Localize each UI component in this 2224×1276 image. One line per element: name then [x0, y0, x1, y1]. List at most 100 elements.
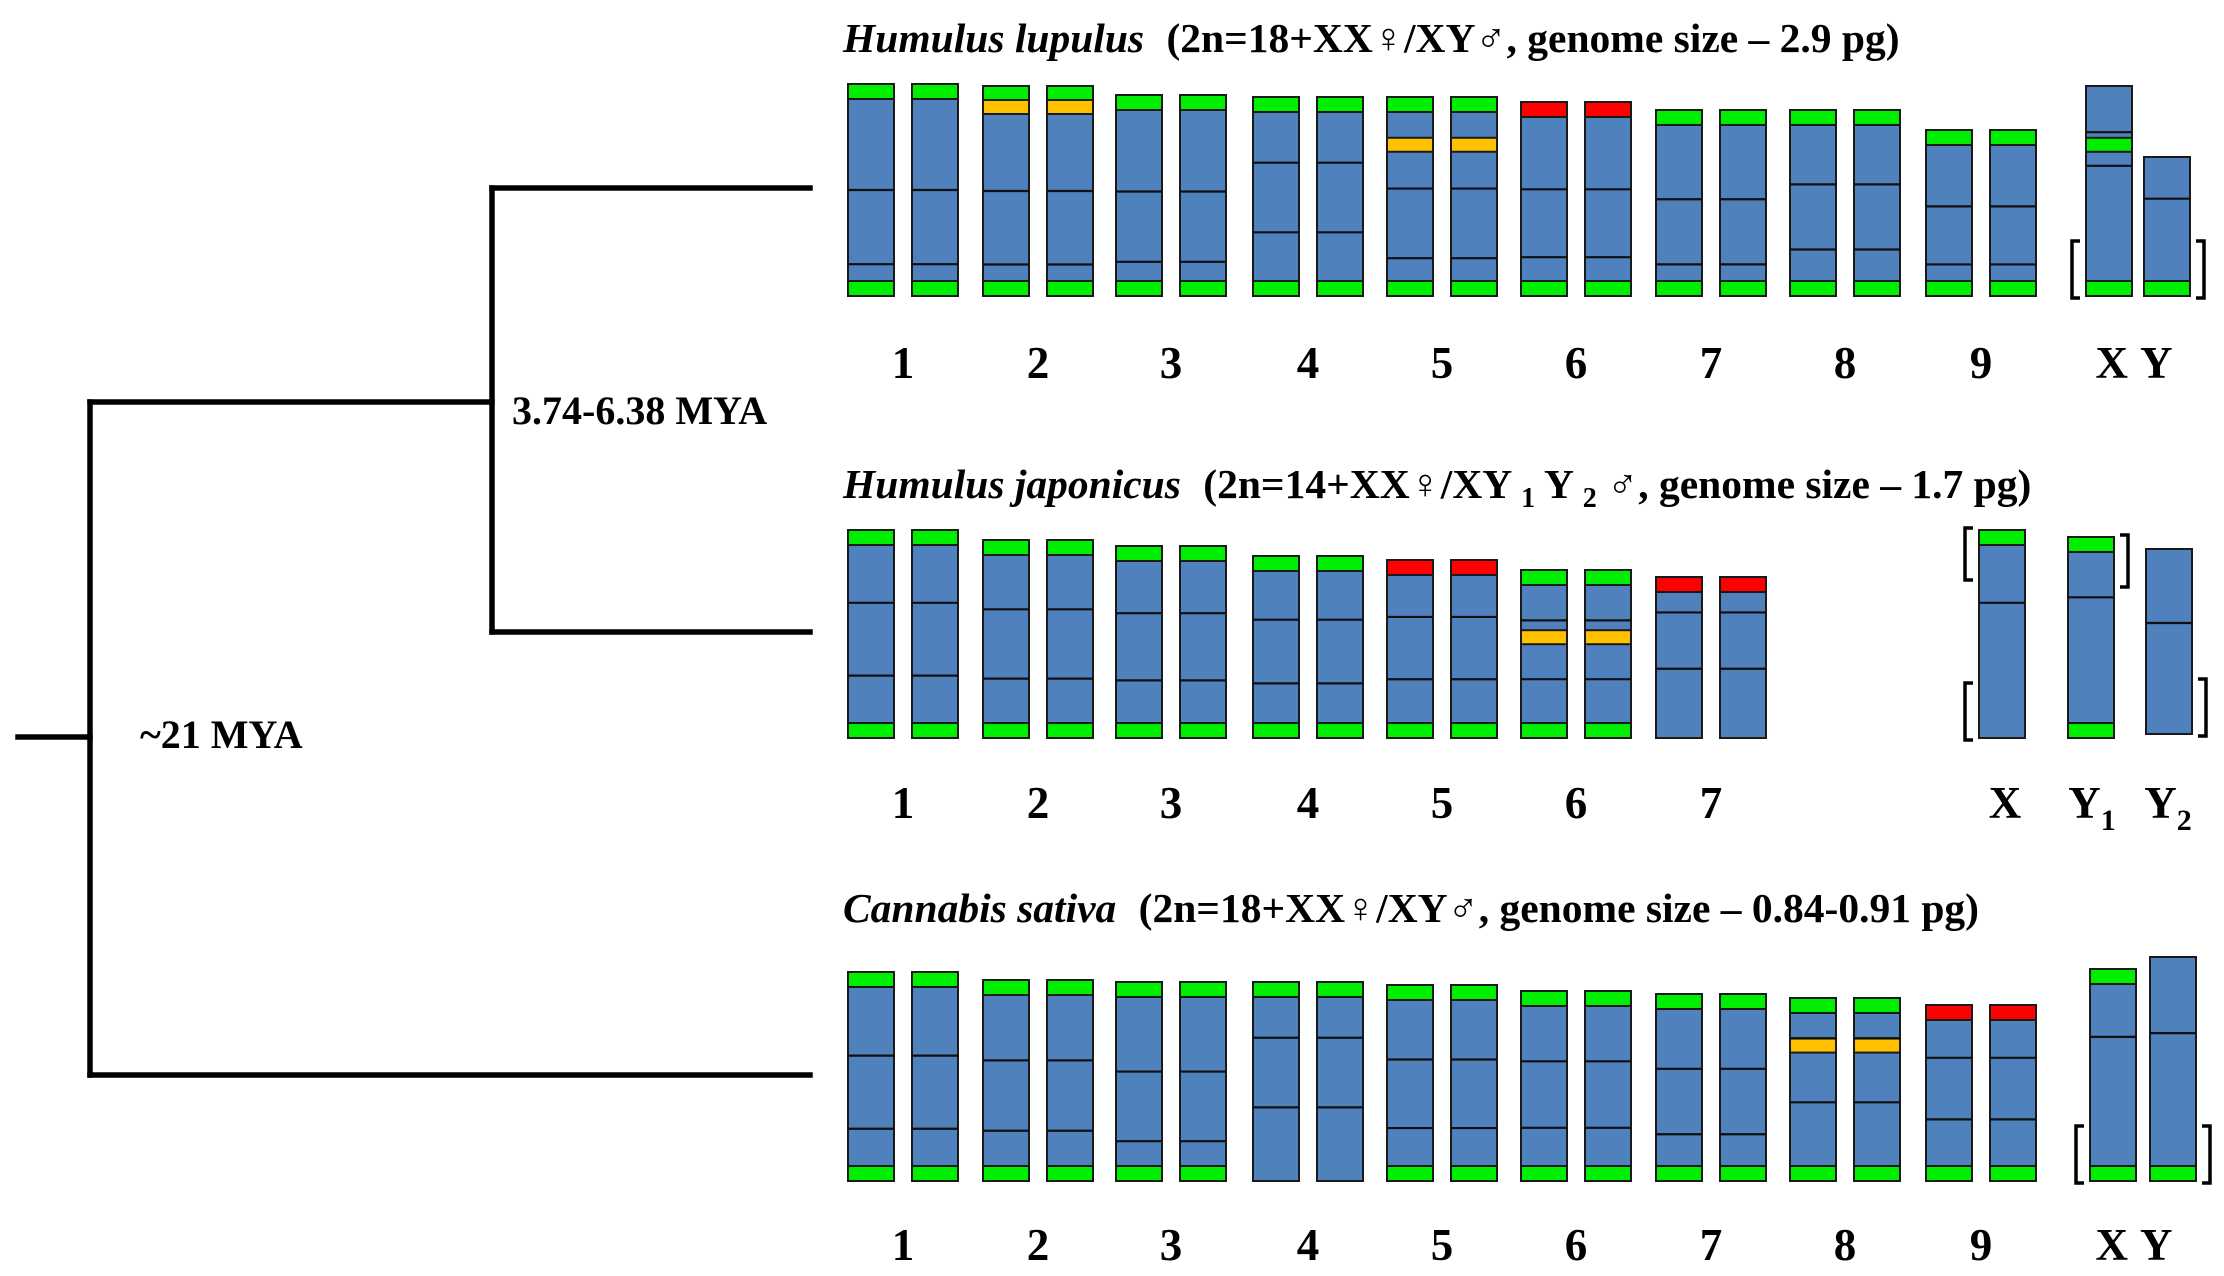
chromosome-label-x: X — [2096, 338, 2129, 388]
green-terminal-signal — [1584, 569, 1632, 586]
green-terminal-signal — [1719, 993, 1767, 1010]
chromosome-number: 5 — [1431, 1220, 1454, 1270]
chromosome — [1584, 990, 1632, 1182]
green-terminal-signal — [847, 1165, 895, 1182]
chromosome-number: 6 — [1565, 1220, 1588, 1270]
chromosome-label: 6 — [1565, 778, 1588, 828]
chromosome-label: 6 — [1565, 338, 1588, 388]
chromosome — [1252, 96, 1300, 297]
humulus-divergence-age: 3.74-6.38 MYA — [512, 388, 767, 433]
green-terminal-signal — [1115, 545, 1163, 562]
panel-title-cannabis-sativa: Cannabis sativa (2n=18+XX♀/XY♂, genome s… — [843, 885, 1979, 932]
green-terminal-signal — [1584, 990, 1632, 1007]
species-name: Humulus lupulus — [842, 15, 1144, 61]
red-terminal-signal — [1386, 559, 1434, 576]
chromosome-number: 2 — [1027, 1220, 1050, 1270]
green-terminal-signal — [1046, 280, 1094, 297]
green-terminal-signal — [911, 971, 959, 988]
chromosome-number: 5 — [1431, 778, 1454, 828]
chromosome — [911, 971, 959, 1182]
chromosome-number: 8 — [1834, 1220, 1857, 1270]
chromosome — [982, 979, 1030, 1182]
green-terminal-signal — [1584, 722, 1632, 739]
chromosome-label: 1 — [892, 1220, 915, 1270]
chromosome — [1252, 981, 1300, 1182]
green-terminal-signal — [911, 280, 959, 297]
chromosome — [1450, 984, 1498, 1182]
green-terminal-signal — [1925, 1165, 1973, 1182]
chromosome — [847, 971, 895, 1182]
chromosome-number: 3 — [1160, 778, 1183, 828]
green-terminal-signal — [1989, 1165, 2037, 1182]
chromosome — [1925, 1004, 1973, 1182]
green-terminal-signal — [982, 979, 1030, 996]
chromosome-label: 6 — [1565, 1220, 1588, 1270]
chromosome-number: Y — [2068, 778, 2101, 828]
green-terminal-signal — [2143, 280, 2191, 297]
chromosome-label: 5 — [1431, 1220, 1454, 1270]
chromosome-number: 7 — [1700, 1220, 1723, 1270]
chromosome — [1989, 1004, 2037, 1182]
chromosome-number: 7 — [1700, 338, 1723, 388]
green-terminal-signal — [982, 722, 1030, 739]
green-terminal-signal — [1316, 555, 1364, 572]
chromosome-number: 1 — [892, 338, 915, 388]
green-terminal-signal — [1386, 722, 1434, 739]
green-terminal-signal — [1252, 981, 1300, 998]
green-terminal-signal — [2085, 280, 2133, 297]
green-terminal-signal — [2089, 968, 2137, 985]
chromosome-label: 9 — [1970, 338, 1993, 388]
green-terminal-signal — [1655, 1165, 1703, 1182]
chromosome-number: 8 — [1834, 338, 1857, 388]
chromosome — [1520, 569, 1568, 739]
chromosome-number: X — [1989, 778, 2022, 828]
red-terminal-signal — [1989, 1004, 2037, 1021]
green-terminal-signal — [911, 722, 959, 739]
chromosome — [1115, 94, 1163, 297]
karyotype-formula: (2n=18+XX♀/XY♂, genome size – 0.84-0.91 … — [1139, 885, 1979, 932]
green-terminal-signal — [1316, 96, 1364, 113]
chromosome-label: 4 — [1297, 1220, 1320, 1270]
green-terminal-signal — [1450, 96, 1498, 113]
green-terminal-signal — [1179, 722, 1227, 739]
green-terminal-signal — [1853, 1165, 1901, 1182]
green-terminal-signal — [911, 529, 959, 546]
red-terminal-signal — [1450, 559, 1498, 576]
chromosome-label: 3 — [1160, 778, 1183, 828]
chromosome — [1520, 990, 1568, 1182]
green-terminal-signal — [847, 280, 895, 297]
green-terminal-signal — [1925, 129, 1973, 146]
chromosome — [1520, 101, 1568, 297]
bracket-mark — [2202, 1124, 2212, 1185]
green-terminal-signal — [1789, 1165, 1837, 1182]
green-terminal-signal — [1115, 94, 1163, 111]
green-terminal-signal — [1386, 984, 1434, 1001]
green-terminal-signal — [1252, 96, 1300, 113]
green-terminal-signal — [1989, 280, 2037, 297]
chromosome — [1789, 997, 1837, 1182]
green-terminal-signal — [1386, 280, 1434, 297]
chromosome — [1386, 984, 1434, 1182]
green-terminal-signal — [982, 1165, 1030, 1182]
chromosome-subscript: 1 — [2101, 804, 2116, 837]
chromosome — [1046, 979, 1094, 1182]
chromosome — [1046, 539, 1094, 739]
green-terminal-signal — [1989, 129, 2037, 146]
chromosome — [1989, 129, 2037, 297]
chromosome — [1978, 529, 2026, 739]
green-terminal-signal — [1853, 109, 1901, 126]
green-terminal-signal — [1046, 1165, 1094, 1182]
chromosome-label-x: X — [2096, 1220, 2129, 1270]
green-terminal-signal — [1115, 722, 1163, 739]
formula-subscript-2: 2 — [1583, 483, 1597, 514]
green-terminal-signal — [1450, 984, 1498, 1001]
chromosome — [1655, 993, 1703, 1182]
chromosome — [2067, 536, 2115, 739]
chromosome — [2143, 156, 2191, 297]
chromosome — [911, 529, 959, 739]
green-terminal-signal — [1046, 722, 1094, 739]
green-terminal-signal — [1655, 993, 1703, 1010]
green-terminal-signal — [1252, 280, 1300, 297]
